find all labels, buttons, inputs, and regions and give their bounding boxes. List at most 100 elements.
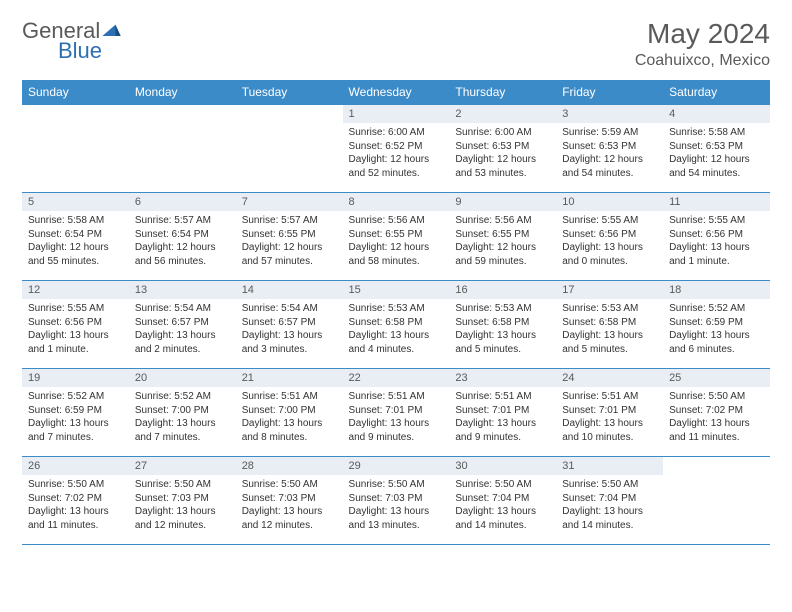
day-content: Sunrise: 5:50 AMSunset: 7:04 PMDaylight:… bbox=[449, 475, 556, 538]
day-content: Sunrise: 5:57 AMSunset: 6:54 PMDaylight:… bbox=[129, 211, 236, 274]
calendar-cell: 12Sunrise: 5:55 AMSunset: 6:56 PMDayligh… bbox=[22, 281, 129, 369]
calendar-cell: 23Sunrise: 5:51 AMSunset: 7:01 PMDayligh… bbox=[449, 369, 556, 457]
empty-cell bbox=[663, 457, 770, 545]
calendar-cell: 17Sunrise: 5:53 AMSunset: 6:58 PMDayligh… bbox=[556, 281, 663, 369]
location: Coahuixco, Mexico bbox=[635, 52, 770, 70]
day-content: Sunrise: 5:54 AMSunset: 6:57 PMDaylight:… bbox=[236, 299, 343, 362]
calendar-cell: 20Sunrise: 5:52 AMSunset: 7:00 PMDayligh… bbox=[129, 369, 236, 457]
calendar-row: 12Sunrise: 5:55 AMSunset: 6:56 PMDayligh… bbox=[22, 281, 770, 369]
day-number: 14 bbox=[236, 281, 343, 299]
day-number: 13 bbox=[129, 281, 236, 299]
day-number: 22 bbox=[343, 369, 450, 387]
calendar-row: 19Sunrise: 5:52 AMSunset: 6:59 PMDayligh… bbox=[22, 369, 770, 457]
day-number: 15 bbox=[343, 281, 450, 299]
day-header: Sunday bbox=[22, 80, 129, 105]
logo-text-blue: Blue bbox=[58, 38, 121, 64]
calendar-cell: 15Sunrise: 5:53 AMSunset: 6:58 PMDayligh… bbox=[343, 281, 450, 369]
day-content: Sunrise: 5:53 AMSunset: 6:58 PMDaylight:… bbox=[343, 299, 450, 362]
calendar-cell: 8Sunrise: 5:56 AMSunset: 6:55 PMDaylight… bbox=[343, 193, 450, 281]
empty-cell bbox=[129, 105, 236, 193]
calendar-cell: 6Sunrise: 5:57 AMSunset: 6:54 PMDaylight… bbox=[129, 193, 236, 281]
day-content: Sunrise: 5:56 AMSunset: 6:55 PMDaylight:… bbox=[449, 211, 556, 274]
logo: GeneralBlue bbox=[22, 18, 121, 64]
header: GeneralBlue May 2024 Coahuixco, Mexico bbox=[22, 18, 770, 70]
day-content: Sunrise: 5:58 AMSunset: 6:53 PMDaylight:… bbox=[663, 123, 770, 186]
day-number: 19 bbox=[22, 369, 129, 387]
day-content: Sunrise: 5:50 AMSunset: 7:02 PMDaylight:… bbox=[22, 475, 129, 538]
calendar-cell: 18Sunrise: 5:52 AMSunset: 6:59 PMDayligh… bbox=[663, 281, 770, 369]
calendar-row: 26Sunrise: 5:50 AMSunset: 7:02 PMDayligh… bbox=[22, 457, 770, 545]
day-number: 8 bbox=[343, 193, 450, 211]
day-content: Sunrise: 5:55 AMSunset: 6:56 PMDaylight:… bbox=[556, 211, 663, 274]
day-number: 1 bbox=[343, 105, 450, 123]
day-content: Sunrise: 5:54 AMSunset: 6:57 PMDaylight:… bbox=[129, 299, 236, 362]
day-content: Sunrise: 5:50 AMSunset: 7:03 PMDaylight:… bbox=[236, 475, 343, 538]
day-header: Monday bbox=[129, 80, 236, 105]
calendar-cell: 9Sunrise: 5:56 AMSunset: 6:55 PMDaylight… bbox=[449, 193, 556, 281]
calendar-cell: 4Sunrise: 5:58 AMSunset: 6:53 PMDaylight… bbox=[663, 105, 770, 193]
day-content: Sunrise: 5:58 AMSunset: 6:54 PMDaylight:… bbox=[22, 211, 129, 274]
day-content: Sunrise: 6:00 AMSunset: 6:53 PMDaylight:… bbox=[449, 123, 556, 186]
day-number: 30 bbox=[449, 457, 556, 475]
title-block: May 2024 Coahuixco, Mexico bbox=[635, 18, 770, 70]
day-number: 23 bbox=[449, 369, 556, 387]
calendar-cell: 10Sunrise: 5:55 AMSunset: 6:56 PMDayligh… bbox=[556, 193, 663, 281]
empty-cell bbox=[22, 105, 129, 193]
day-content: Sunrise: 5:50 AMSunset: 7:03 PMDaylight:… bbox=[129, 475, 236, 538]
day-header: Thursday bbox=[449, 80, 556, 105]
day-header: Wednesday bbox=[343, 80, 450, 105]
calendar-row: 1Sunrise: 6:00 AMSunset: 6:52 PMDaylight… bbox=[22, 105, 770, 193]
calendar-cell: 14Sunrise: 5:54 AMSunset: 6:57 PMDayligh… bbox=[236, 281, 343, 369]
day-content: Sunrise: 5:51 AMSunset: 7:01 PMDaylight:… bbox=[449, 387, 556, 450]
day-number: 29 bbox=[343, 457, 450, 475]
day-content: Sunrise: 5:50 AMSunset: 7:02 PMDaylight:… bbox=[663, 387, 770, 450]
calendar-cell: 21Sunrise: 5:51 AMSunset: 7:00 PMDayligh… bbox=[236, 369, 343, 457]
day-header: Saturday bbox=[663, 80, 770, 105]
day-number: 11 bbox=[663, 193, 770, 211]
calendar-cell: 30Sunrise: 5:50 AMSunset: 7:04 PMDayligh… bbox=[449, 457, 556, 545]
calendar-cell: 27Sunrise: 5:50 AMSunset: 7:03 PMDayligh… bbox=[129, 457, 236, 545]
day-number: 3 bbox=[556, 105, 663, 123]
calendar-cell: 22Sunrise: 5:51 AMSunset: 7:01 PMDayligh… bbox=[343, 369, 450, 457]
day-content: Sunrise: 5:55 AMSunset: 6:56 PMDaylight:… bbox=[663, 211, 770, 274]
calendar-cell: 11Sunrise: 5:55 AMSunset: 6:56 PMDayligh… bbox=[663, 193, 770, 281]
day-header-row: SundayMondayTuesdayWednesdayThursdayFrid… bbox=[22, 80, 770, 105]
day-number: 17 bbox=[556, 281, 663, 299]
day-number: 6 bbox=[129, 193, 236, 211]
day-content: Sunrise: 5:52 AMSunset: 7:00 PMDaylight:… bbox=[129, 387, 236, 450]
calendar-cell: 31Sunrise: 5:50 AMSunset: 7:04 PMDayligh… bbox=[556, 457, 663, 545]
day-content: Sunrise: 5:50 AMSunset: 7:03 PMDaylight:… bbox=[343, 475, 450, 538]
day-content: Sunrise: 5:51 AMSunset: 7:00 PMDaylight:… bbox=[236, 387, 343, 450]
day-number: 24 bbox=[556, 369, 663, 387]
day-content: Sunrise: 5:55 AMSunset: 6:56 PMDaylight:… bbox=[22, 299, 129, 362]
day-content: Sunrise: 5:51 AMSunset: 7:01 PMDaylight:… bbox=[556, 387, 663, 450]
day-number: 21 bbox=[236, 369, 343, 387]
calendar-cell: 13Sunrise: 5:54 AMSunset: 6:57 PMDayligh… bbox=[129, 281, 236, 369]
day-content: Sunrise: 5:59 AMSunset: 6:53 PMDaylight:… bbox=[556, 123, 663, 186]
calendar-cell: 5Sunrise: 5:58 AMSunset: 6:54 PMDaylight… bbox=[22, 193, 129, 281]
day-number: 31 bbox=[556, 457, 663, 475]
day-content: Sunrise: 5:50 AMSunset: 7:04 PMDaylight:… bbox=[556, 475, 663, 538]
day-number: 27 bbox=[129, 457, 236, 475]
calendar-cell: 28Sunrise: 5:50 AMSunset: 7:03 PMDayligh… bbox=[236, 457, 343, 545]
day-number: 2 bbox=[449, 105, 556, 123]
month-year: May 2024 bbox=[635, 18, 770, 50]
day-number: 28 bbox=[236, 457, 343, 475]
triangle-icon bbox=[102, 22, 122, 41]
day-header: Friday bbox=[556, 80, 663, 105]
calendar-cell: 1Sunrise: 6:00 AMSunset: 6:52 PMDaylight… bbox=[343, 105, 450, 193]
calendar-table: SundayMondayTuesdayWednesdayThursdayFrid… bbox=[22, 80, 770, 545]
calendar-cell: 26Sunrise: 5:50 AMSunset: 7:02 PMDayligh… bbox=[22, 457, 129, 545]
calendar-body: 1Sunrise: 6:00 AMSunset: 6:52 PMDaylight… bbox=[22, 105, 770, 545]
day-number: 20 bbox=[129, 369, 236, 387]
calendar-cell: 3Sunrise: 5:59 AMSunset: 6:53 PMDaylight… bbox=[556, 105, 663, 193]
day-number: 10 bbox=[556, 193, 663, 211]
day-content: Sunrise: 6:00 AMSunset: 6:52 PMDaylight:… bbox=[343, 123, 450, 186]
day-number: 26 bbox=[22, 457, 129, 475]
day-number: 18 bbox=[663, 281, 770, 299]
day-number: 4 bbox=[663, 105, 770, 123]
calendar-cell: 25Sunrise: 5:50 AMSunset: 7:02 PMDayligh… bbox=[663, 369, 770, 457]
day-number: 12 bbox=[22, 281, 129, 299]
calendar-cell: 16Sunrise: 5:53 AMSunset: 6:58 PMDayligh… bbox=[449, 281, 556, 369]
day-content: Sunrise: 5:52 AMSunset: 6:59 PMDaylight:… bbox=[663, 299, 770, 362]
